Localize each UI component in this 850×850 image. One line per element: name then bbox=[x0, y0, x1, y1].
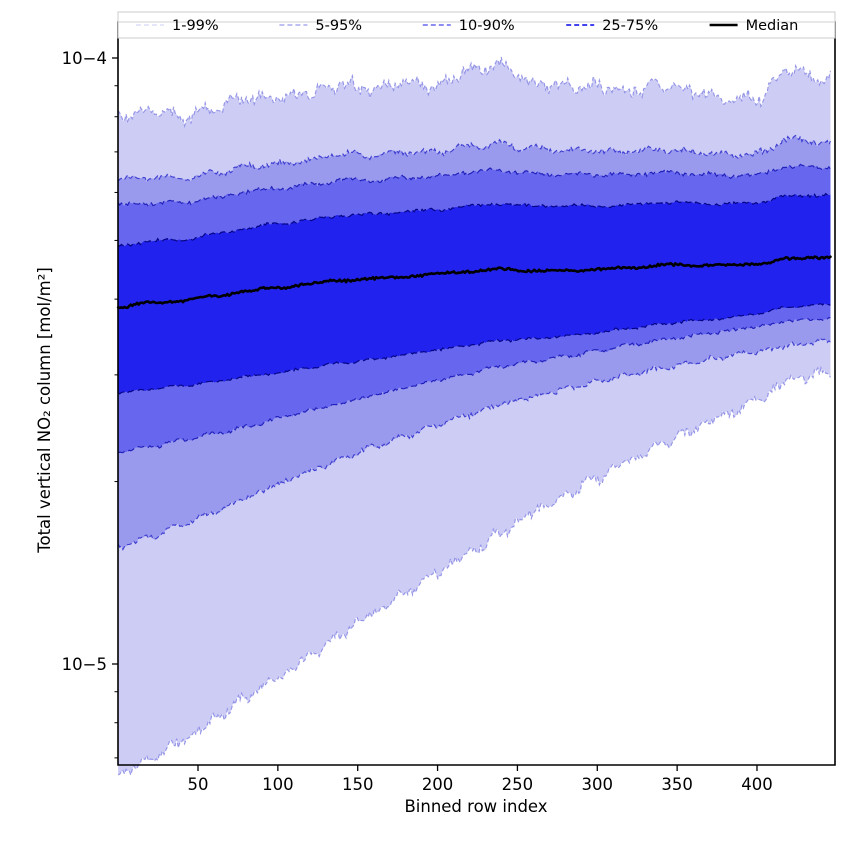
legend-label-1-99: 1-99% bbox=[172, 18, 219, 34]
x-tick-label: 200 bbox=[422, 775, 454, 794]
legend-label-10-90: 10-90% bbox=[459, 18, 515, 34]
band-edge-10-90-lo bbox=[117, 316, 831, 454]
y-axis-title: Total vertical NO₂ column [mol/m²] bbox=[35, 267, 54, 554]
percentile-band-edges bbox=[117, 56, 832, 777]
y-tick-label: 10−5 bbox=[62, 655, 107, 674]
legend-label-Median: Median bbox=[746, 18, 799, 34]
x-tick-label: 150 bbox=[342, 775, 374, 794]
median-line-path bbox=[116, 255, 832, 310]
percentile-bands bbox=[118, 57, 831, 775]
x-axis-title: Binned row index bbox=[404, 797, 547, 816]
chart-legend: 1-99% 5-95% 10-90% 25-75% Median bbox=[117, 11, 836, 39]
x-tick-label: 50 bbox=[188, 775, 209, 794]
x-tick-label: 300 bbox=[582, 775, 614, 794]
band-edge-5-95-up bbox=[117, 134, 831, 183]
x-tick-label: 250 bbox=[502, 775, 534, 794]
median-series-line bbox=[116, 255, 832, 310]
legend-label-25-75: 25-75% bbox=[602, 18, 658, 34]
band-edge-1-99-lo bbox=[117, 365, 831, 777]
x-tick-label: 100 bbox=[262, 775, 294, 794]
x-tick-label: 350 bbox=[661, 775, 693, 794]
band-area-25-75 bbox=[118, 193, 831, 394]
band-edge-25-75-lo bbox=[117, 302, 831, 395]
x-tick-label: 400 bbox=[741, 775, 773, 794]
band-edge-1-99-up bbox=[117, 56, 832, 129]
legend-label-5-95: 5-95% bbox=[315, 18, 362, 34]
x-axis-ticks: 50 100 150 200 250 300 350 400 bbox=[188, 765, 773, 794]
y-tick-label: 10−4 bbox=[62, 49, 107, 68]
y-axis-ticks: 10−4 10−5 bbox=[62, 49, 118, 759]
